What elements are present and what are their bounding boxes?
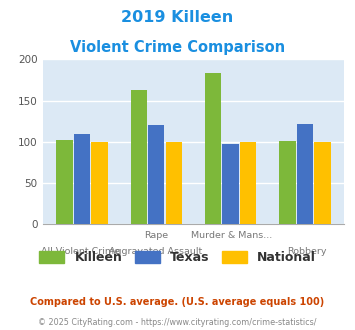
Text: Aggravated Assault: Aggravated Assault [109,248,202,256]
Bar [74,134,90,224]
Bar [131,90,147,224]
Text: © 2025 CityRating.com - https://www.cityrating.com/crime-statistics/: © 2025 CityRating.com - https://www.city… [38,318,317,327]
Bar [165,142,182,224]
Bar [297,124,313,224]
Bar [56,140,73,224]
Legend: Killeen, Texas, National: Killeen, Texas, National [34,246,321,269]
Text: Compared to U.S. average. (U.S. average equals 100): Compared to U.S. average. (U.S. average … [31,297,324,307]
Bar [205,73,222,224]
Bar [148,125,164,224]
Text: All Violent Crime: All Violent Crime [41,248,120,256]
Bar [279,141,296,224]
Bar [240,142,256,224]
Text: 2019 Killeen: 2019 Killeen [121,10,234,25]
Bar [223,144,239,224]
Text: Robbery: Robbery [287,248,326,256]
Text: Violent Crime Comparison: Violent Crime Comparison [70,40,285,54]
Bar [314,142,331,224]
Bar [91,142,108,224]
Text: Murder & Mans...: Murder & Mans... [191,231,272,240]
Text: Rape: Rape [144,231,168,240]
